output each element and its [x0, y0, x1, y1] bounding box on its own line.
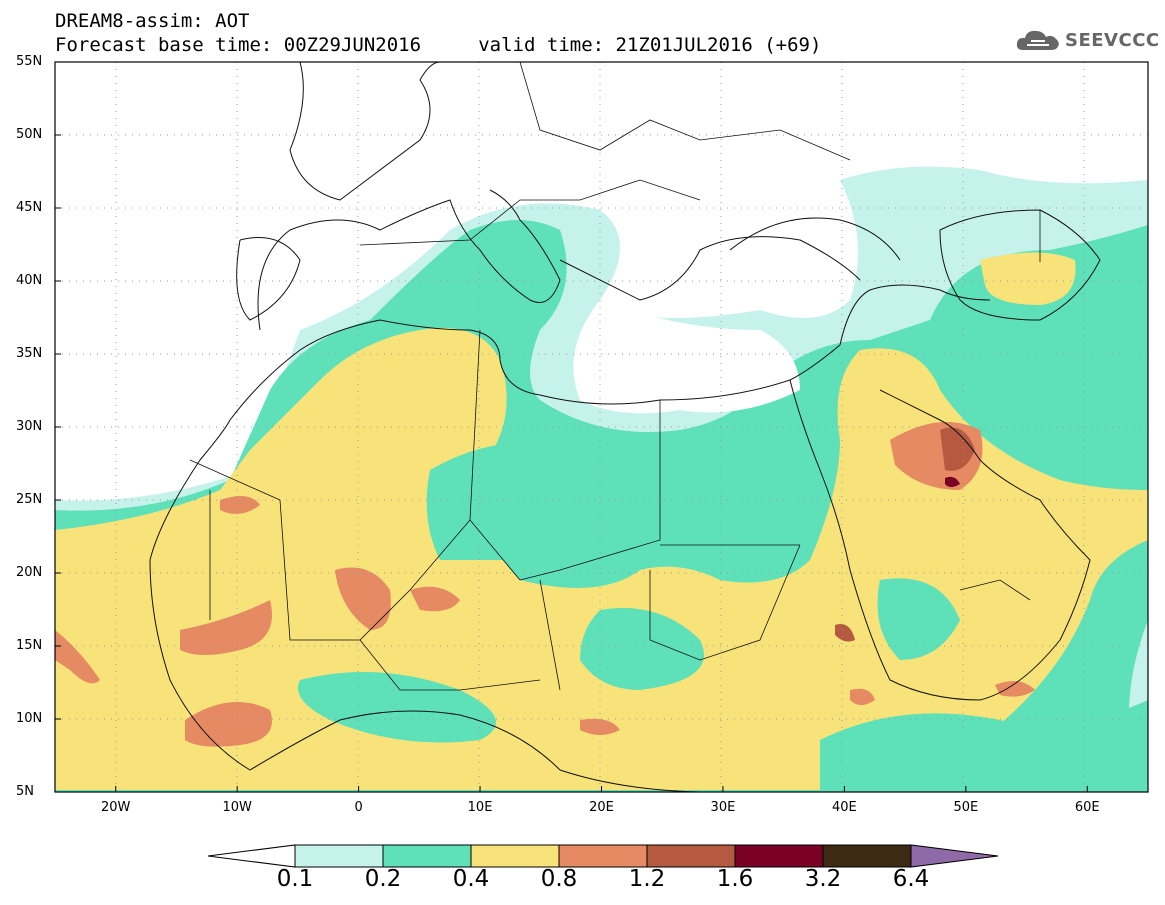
- longitude-label: 10W: [222, 800, 252, 815]
- aot-yellow-patch: [980, 252, 1076, 305]
- logo-text: SEEVCCC: [1065, 29, 1160, 51]
- latitude-label: 30N: [16, 419, 43, 434]
- colorbar-label: 0.4: [452, 866, 490, 892]
- aot-clear-region: [573, 300, 800, 414]
- latitude-label: 20N: [16, 565, 43, 580]
- longitude-label: 0: [354, 800, 363, 815]
- latitude-label: 15N: [16, 638, 43, 653]
- aot-teal-patch: [580, 608, 704, 690]
- colorbar-bin: [646, 844, 736, 868]
- longitude-label: 50E: [953, 800, 979, 815]
- colorbar-bin: [558, 844, 648, 868]
- latitude-label: 55N: [16, 54, 43, 69]
- colorbar-bin: [382, 844, 472, 868]
- forecast-times: Forecast base time: 00Z29JUN2016 valid t…: [55, 34, 822, 56]
- colorbar-label: 0.2: [364, 866, 402, 892]
- aot-field-0.8: [180, 600, 272, 655]
- aot-fields: [55, 62, 1148, 792]
- longitude-label: 20E: [589, 800, 614, 815]
- colorbar-label: 3.2: [804, 866, 842, 892]
- map-title: DREAM8-assim: AOT: [55, 10, 250, 32]
- aot-field-0.8: [335, 567, 391, 630]
- aot-field-0.8: [995, 681, 1035, 697]
- latitude-label: 40N: [16, 273, 43, 288]
- aot-field-0.8: [410, 586, 460, 612]
- colorbar-bin: [734, 844, 824, 868]
- colorbar-bin: [294, 844, 384, 868]
- colorbar-label: 0.1: [276, 866, 314, 892]
- colorbar-under-triangle: [207, 844, 296, 868]
- colorbar-label: 1.6: [716, 866, 754, 892]
- seevccc-logo: SEEVCCC: [1015, 24, 1160, 56]
- aot-teal-patch: [426, 443, 640, 570]
- aot-clear-region: [55, 62, 380, 470]
- longitude-label: 40E: [831, 800, 857, 815]
- colorbar-label: 1.2: [628, 866, 666, 892]
- country-borders: [189, 62, 1041, 691]
- axis-ticks: [55, 61, 1088, 793]
- coastlines: [149, 62, 1101, 792]
- aot-field-1.2: [835, 624, 855, 642]
- aot-teal-patch: [877, 578, 960, 660]
- aot-teal-patch: [820, 700, 1148, 792]
- colorbar-bin: [822, 844, 912, 868]
- latitude-label: 45N: [16, 200, 43, 215]
- latitude-label: 50N: [16, 127, 43, 142]
- longitude-label: 60E: [1074, 800, 1100, 815]
- latitude-label: 10N: [16, 711, 43, 726]
- longitude-label: 30E: [710, 800, 736, 815]
- latitude-label: 25N: [16, 492, 43, 507]
- cloud-icon: [1016, 30, 1059, 50]
- aot-field-0.8: [185, 702, 272, 747]
- colorbar-label: 0.8: [540, 866, 578, 892]
- latitude-label: 5N: [16, 784, 34, 799]
- colorbar-label: 6.4: [892, 866, 930, 892]
- aot-field-1.6: [945, 476, 960, 487]
- latitude-label: 35N: [16, 346, 43, 361]
- aot-field-1.2: [940, 427, 975, 471]
- colorbar-over-triangle: [910, 844, 999, 868]
- colorbar-bin: [470, 844, 560, 868]
- longitude-label: 10E: [467, 800, 493, 815]
- longitude-label: 20W: [101, 800, 131, 815]
- aot-field-0.8: [850, 688, 875, 705]
- aot-clear-region: [365, 62, 900, 230]
- aot-field-0.8: [580, 718, 620, 735]
- aot-field-0.8: [55, 630, 100, 684]
